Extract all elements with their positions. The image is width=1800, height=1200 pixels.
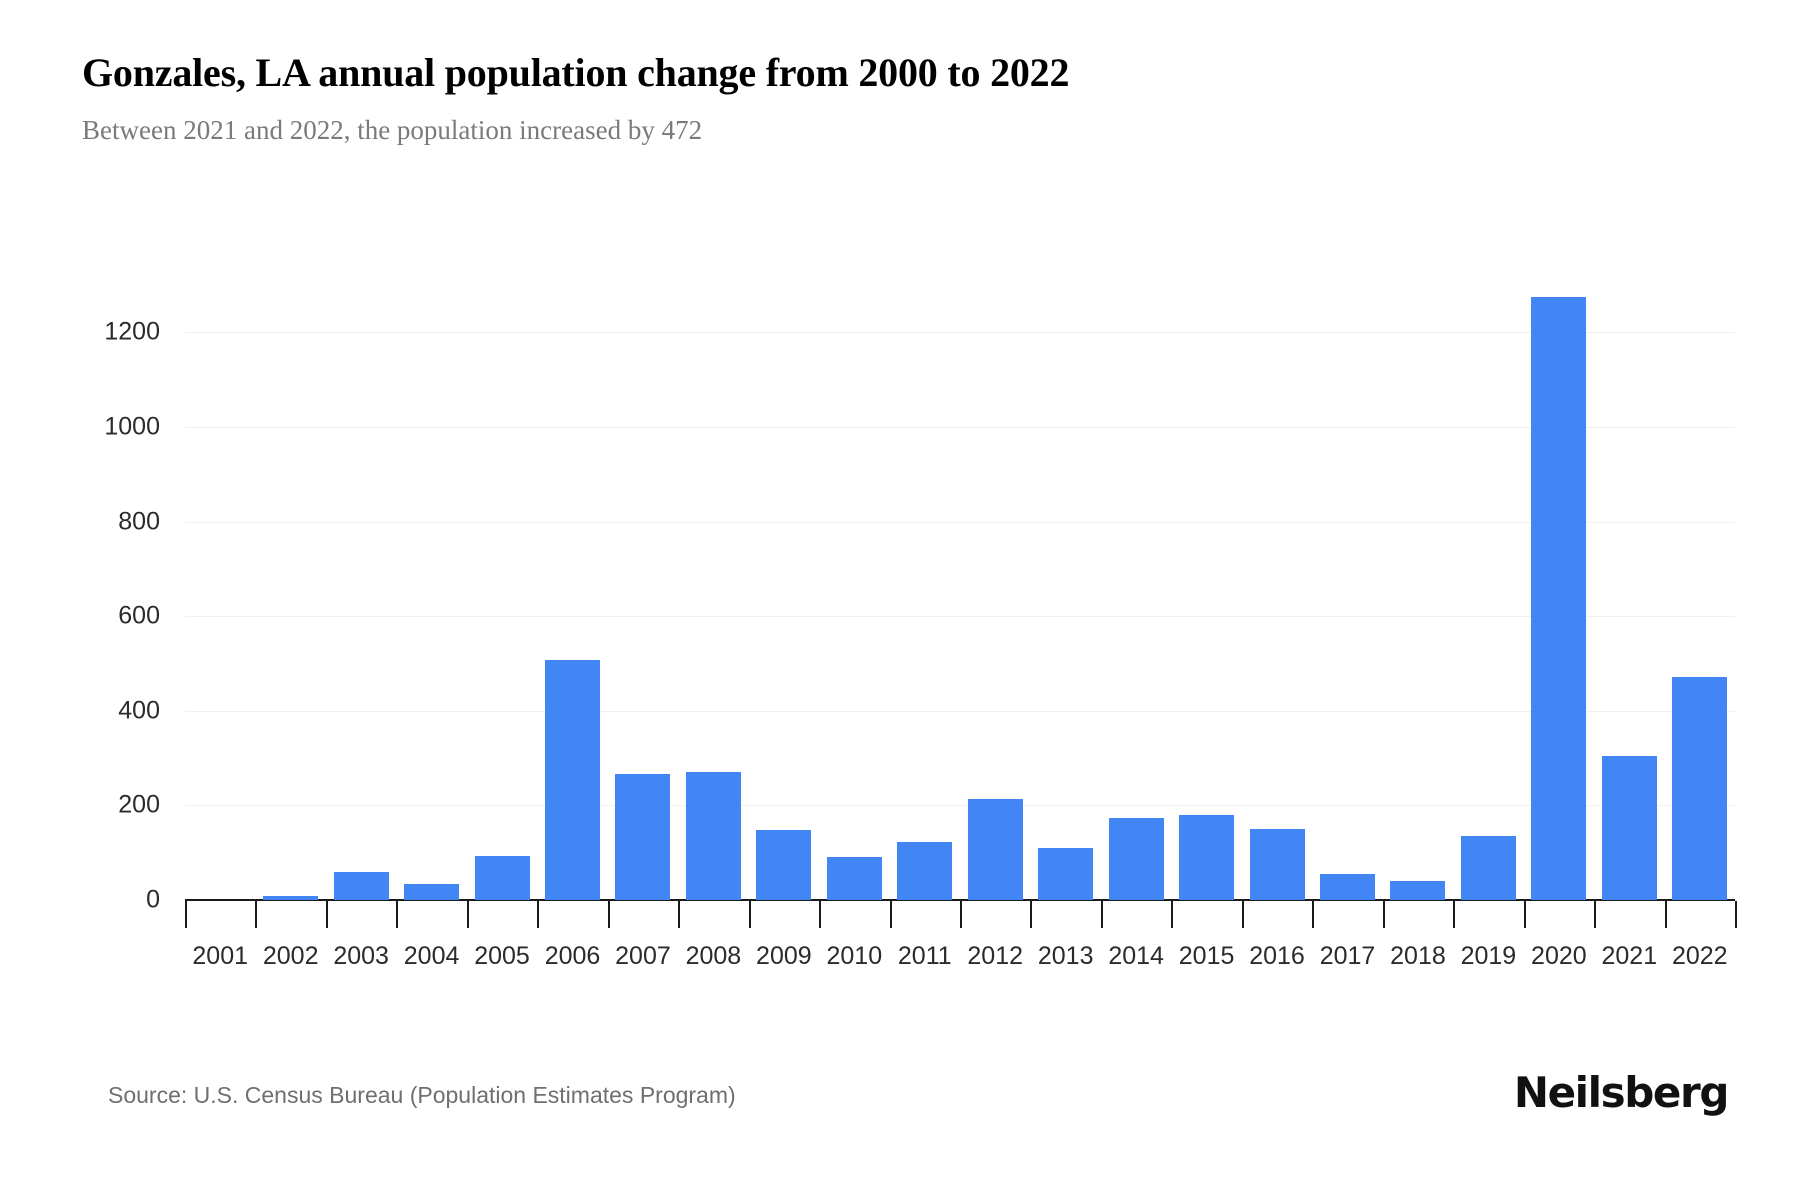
x-axis-tick <box>396 901 399 928</box>
x-axis-tick <box>1030 901 1033 928</box>
x-axis-tick-label: 2006 <box>544 942 601 970</box>
x-axis-tick-label: 2022 <box>1671 942 1728 970</box>
gridline <box>185 710 1735 712</box>
x-axis-tick <box>255 901 258 928</box>
bar[interactable] <box>756 830 812 900</box>
bar[interactable] <box>474 855 530 900</box>
bar[interactable] <box>826 857 882 900</box>
x-axis-tick <box>1594 901 1597 928</box>
x-axis-tick-label: 2018 <box>1390 942 1446 970</box>
gridline <box>185 426 1735 428</box>
x-axis-tick <box>1453 901 1456 928</box>
axis-baseline <box>185 899 1735 901</box>
x-axis-tick-label: 2007 <box>615 942 671 970</box>
bar[interactable] <box>404 883 460 900</box>
y-axis-tick-label: 400 <box>118 696 160 725</box>
chart-subtitle: Between 2021 and 2022, the population in… <box>82 115 703 145</box>
bar[interactable] <box>967 798 1023 900</box>
x-axis-tick <box>1523 901 1526 928</box>
x-axis-tick <box>889 901 892 928</box>
x-axis-tick <box>1241 901 1244 928</box>
bar[interactable] <box>333 871 389 900</box>
bar[interactable] <box>615 774 671 900</box>
bar[interactable] <box>545 660 600 900</box>
x-axis-tick <box>1382 901 1385 928</box>
x-axis-tick-label: 2014 <box>1108 942 1164 970</box>
gridline <box>185 332 1735 334</box>
x-axis-tick-label: 2017 <box>1319 942 1376 970</box>
bar[interactable] <box>263 896 319 900</box>
bar[interactable] <box>1460 836 1516 900</box>
source-note: Source: U.S. Census Bureau (Population E… <box>108 1082 736 1108</box>
x-axis-tick-label: 2019 <box>1460 942 1517 970</box>
y-axis-tick-label: 200 <box>118 790 160 819</box>
x-axis-tick <box>325 901 328 928</box>
gridline <box>185 805 1735 807</box>
page-title: Gonzales, LA annual population change fr… <box>82 50 1070 95</box>
bar[interactable] <box>685 772 741 900</box>
x-axis-tick-label: 2021 <box>1601 942 1658 970</box>
x-axis-tick-label: 2012 <box>967 942 1024 970</box>
bar[interactable] <box>1179 815 1235 900</box>
x-axis-tick-label: 2008 <box>685 942 742 970</box>
x-axis-tick <box>607 901 610 928</box>
x-axis-tick-label: 2020 <box>1531 942 1587 970</box>
x-axis-tick-label: 2001 <box>192 942 249 970</box>
y-axis-tick-label: 1200 <box>104 317 160 346</box>
x-axis-tick-label: 2013 <box>1037 942 1094 970</box>
gridline <box>185 616 1735 618</box>
bar[interactable] <box>1320 873 1375 900</box>
bar[interactable] <box>897 841 953 900</box>
x-axis-tick <box>1100 901 1103 928</box>
bar[interactable] <box>1038 847 1094 900</box>
x-axis-tick-label: 2002 <box>262 942 319 970</box>
y-axis-tick-label: 600 <box>118 601 160 630</box>
x-axis-tick-label: 2004 <box>403 942 460 970</box>
bar[interactable] <box>1601 755 1657 900</box>
x-axis-tick <box>1312 901 1315 928</box>
y-axis-tick-label: 800 <box>118 507 160 536</box>
bar[interactable] <box>1249 829 1305 900</box>
x-axis-tick <box>748 901 751 928</box>
x-axis-tick <box>1735 901 1737 928</box>
gridline <box>185 521 1735 523</box>
x-axis-tick-label: 2009 <box>756 942 812 970</box>
x-axis-tick-label: 2011 <box>897 942 952 970</box>
x-axis-tick <box>537 901 540 928</box>
x-axis-tick <box>678 901 681 928</box>
x-axis-tick-label: 2015 <box>1178 942 1235 970</box>
x-axis-tick <box>960 901 962 928</box>
bar[interactable] <box>1672 676 1728 900</box>
x-axis-tick-label: 2010 <box>826 942 883 970</box>
brand-logo: Neilsberg <box>1513 1068 1730 1117</box>
bar[interactable] <box>1108 818 1164 900</box>
x-axis-tick-label: 2016 <box>1249 942 1305 970</box>
y-axis-tick-label: 0 <box>146 885 160 914</box>
x-axis-tick <box>185 901 187 928</box>
x-axis-tick <box>466 901 469 928</box>
x-axis-tick <box>819 901 822 928</box>
x-axis-tick <box>1664 901 1667 928</box>
x-axis-tick-label: 2005 <box>474 942 530 970</box>
bar[interactable] <box>1390 881 1446 900</box>
y-axis-tick-label: 1000 <box>104 412 160 441</box>
bar[interactable] <box>1531 296 1587 900</box>
x-axis-tick-label: 2003 <box>333 942 389 970</box>
chart-header: Gonzales, LA annual population change fr… <box>82 48 1722 148</box>
x-axis-tick <box>1171 901 1174 928</box>
